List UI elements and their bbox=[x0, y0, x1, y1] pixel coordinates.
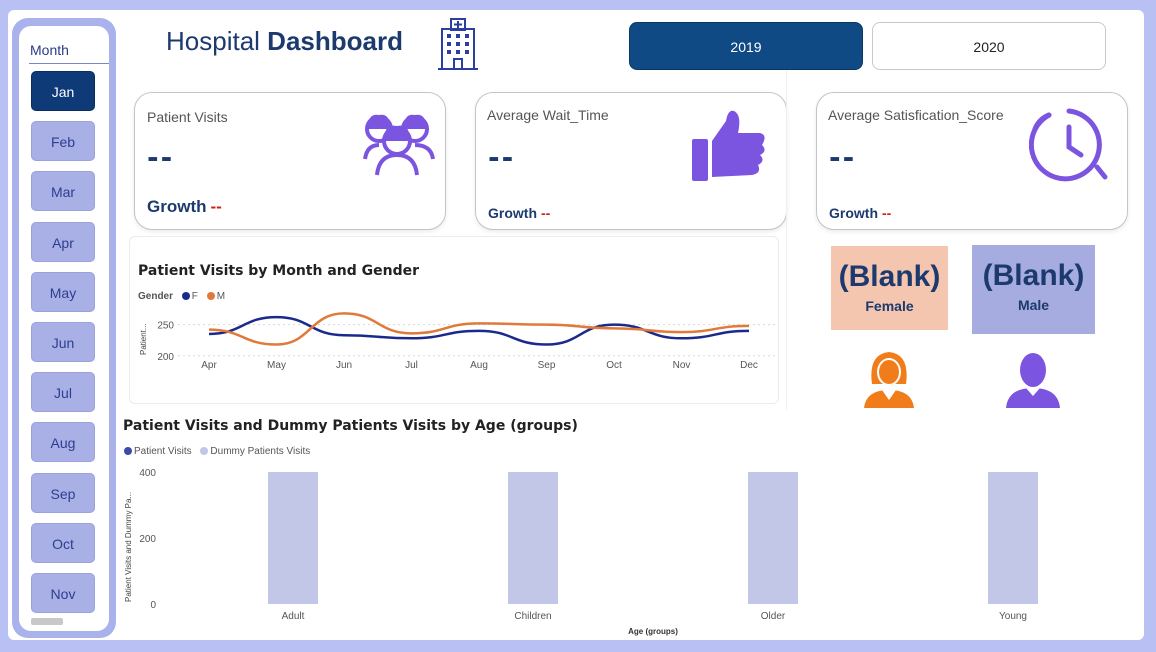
kpi-value: -- bbox=[147, 141, 175, 174]
y-tick-label: 250 bbox=[157, 321, 174, 332]
slicer-title: Month bbox=[30, 42, 69, 58]
month-button-aug[interactable]: Aug bbox=[31, 422, 95, 463]
legend-item-patient-visits: Patient Visits bbox=[134, 446, 192, 457]
x-tick-label: Dec bbox=[740, 360, 758, 371]
bar-chart-legend: Patient Visits Dummy Patients Visits bbox=[118, 446, 310, 457]
thumbs-up-icon bbox=[692, 110, 765, 181]
kpi-label: Average Wait_Time bbox=[487, 107, 609, 123]
page-title: Hospital Dashboard bbox=[166, 26, 403, 57]
slicer-scrollbar[interactable] bbox=[31, 618, 63, 625]
y-axis-label: Patient Visits and Dummy Pa... bbox=[124, 492, 133, 602]
kpi-label: Average Satisfication_Score bbox=[828, 107, 1004, 123]
kpi-value: -- bbox=[829, 141, 857, 174]
y-axis-label: Patient... bbox=[139, 323, 148, 355]
kpi-growth: Growth -- bbox=[488, 205, 550, 221]
y-tick-label: 0 bbox=[150, 600, 156, 611]
month-button-feb[interactable]: Feb bbox=[31, 121, 95, 162]
month-button-jan[interactable]: Jan bbox=[31, 71, 95, 111]
growth-value: -- bbox=[210, 197, 222, 216]
bar-chart-panel[interactable]: Patient Visits and Dummy Patients Visits… bbox=[118, 412, 1138, 638]
title-light: Hospital bbox=[166, 26, 260, 56]
female-person-icon bbox=[864, 352, 914, 408]
x-tick-label: Jul bbox=[405, 360, 418, 371]
legend-item-m: M bbox=[216, 291, 226, 302]
kpi-label: Patient Visits bbox=[147, 109, 228, 125]
male-card[interactable]: (Blank) Male bbox=[972, 245, 1095, 334]
x-tick-label: Jun bbox=[336, 360, 352, 371]
kpi-value: -- bbox=[488, 141, 516, 174]
male-value: (Blank) bbox=[982, 259, 1085, 292]
growth-label: Growth bbox=[147, 197, 207, 216]
kpi-card-patient-visits[interactable]: Patient Visits -- Growth -- bbox=[134, 92, 446, 230]
month-button-sep[interactable]: Sep bbox=[31, 472, 95, 513]
legend-title: Gender bbox=[138, 291, 174, 302]
female-label: Female bbox=[865, 298, 914, 314]
x-tick-label: Older bbox=[761, 611, 786, 622]
bar-dummy-children bbox=[508, 472, 558, 604]
kpi-growth: Growth -- bbox=[147, 197, 222, 217]
legend-item-f: F bbox=[191, 291, 198, 302]
male-person-icon bbox=[1006, 353, 1060, 408]
growth-value: -- bbox=[882, 205, 892, 221]
month-button-mar[interactable]: Mar bbox=[31, 171, 95, 212]
month-button-oct[interactable]: Oct bbox=[31, 522, 95, 563]
legend-item-dummy-visits: Dummy Patients Visits bbox=[210, 446, 311, 457]
series-line-m bbox=[208, 312, 750, 346]
slicer-divider bbox=[29, 63, 109, 64]
month-button-may[interactable]: May bbox=[31, 271, 95, 312]
male-label: Male bbox=[1017, 297, 1050, 313]
female-value: (Blank) bbox=[838, 260, 941, 293]
month-slicer-list: Month Jan Feb Mar Apr May Jun Jul Aug Sep Oct Nov bbox=[19, 26, 109, 631]
line-chart-panel[interactable]: Patient Visits by Month and Gender Gende… bbox=[129, 236, 779, 404]
y-tick-label: 200 bbox=[157, 352, 174, 363]
kpi-card-wait-time[interactable]: Average Wait_Time -- Growth -- bbox=[475, 92, 787, 230]
x-tick-label: Aug bbox=[470, 360, 488, 371]
line-chart-svg: 200 250 Apr May Jun Jul Aug Sep Oct Nov Dec Patient… bbox=[139, 312, 776, 371]
x-tick-label: Apr bbox=[201, 360, 217, 371]
legend-dot-m bbox=[206, 292, 215, 300]
patients-group-icon bbox=[363, 114, 435, 176]
section-divider bbox=[786, 70, 787, 410]
bar-dummy-adult bbox=[268, 472, 318, 604]
month-button-jul[interactable]: Jul bbox=[31, 372, 95, 413]
year-button-2020[interactable]: 2020 bbox=[872, 22, 1106, 70]
month-slicer: Month Jan Feb Mar Apr May Jun Jul Aug Sep Oct Nov bbox=[12, 18, 116, 638]
bar-dummy-older bbox=[748, 472, 798, 604]
x-tick-label: Nov bbox=[673, 360, 691, 371]
female-card[interactable]: (Blank) Female bbox=[831, 246, 948, 330]
x-axis-label: Age (groups) bbox=[628, 627, 678, 636]
kpi-growth: Growth -- bbox=[829, 205, 891, 221]
growth-value: -- bbox=[541, 205, 551, 221]
legend-dot-dummy-visits bbox=[200, 447, 209, 455]
x-tick-label: Adult bbox=[282, 611, 305, 622]
year-button-2019[interactable]: 2019 bbox=[629, 22, 863, 70]
bar-chart-svg: 0 200 400 Patient Visits and Dummy Pa... Adu… bbox=[124, 468, 1038, 636]
x-tick-label: May bbox=[267, 360, 286, 371]
line-chart-title: Patient Visits by Month and Gender bbox=[138, 263, 420, 279]
clock-icon bbox=[1029, 108, 1108, 182]
line-chart-legend: Gender F M bbox=[138, 291, 225, 302]
kpi-card-satisfaction[interactable]: Average Satisfication_Score -- Growth -- bbox=[816, 92, 1128, 230]
month-button-nov[interactable]: Nov bbox=[31, 573, 95, 613]
x-tick-label: Children bbox=[514, 611, 551, 622]
x-tick-label: Sep bbox=[538, 360, 556, 371]
month-button-jun[interactable]: Jun bbox=[31, 322, 95, 362]
bar-dummy-young bbox=[988, 472, 1038, 604]
title-bold: Dashboard bbox=[267, 26, 403, 56]
hospital-icon bbox=[438, 18, 478, 70]
growth-label: Growth bbox=[488, 205, 537, 221]
growth-label: Growth bbox=[829, 205, 878, 221]
month-button-apr[interactable]: Apr bbox=[31, 221, 95, 262]
legend-dot-f bbox=[181, 292, 190, 300]
series-line-f bbox=[208, 315, 750, 346]
legend-dot-patient-visits bbox=[124, 447, 132, 455]
y-tick-label: 400 bbox=[139, 468, 156, 479]
y-tick-label: 200 bbox=[139, 534, 156, 545]
bar-chart-title: Patient Visits and Dummy Patients Visits… bbox=[123, 418, 578, 434]
x-tick-label: Oct bbox=[606, 360, 622, 371]
x-tick-label: Young bbox=[999, 611, 1027, 622]
